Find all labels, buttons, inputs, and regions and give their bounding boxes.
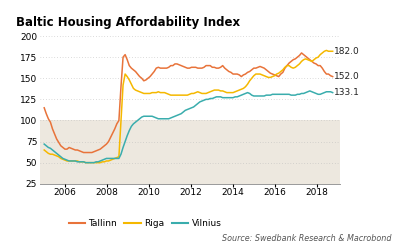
- Text: 133.1: 133.1: [334, 88, 360, 97]
- Text: 152.0: 152.0: [334, 72, 360, 81]
- Text: 182.0: 182.0: [334, 47, 360, 56]
- Bar: [40, 24, 340, 121]
- Text: Baltic Housing Affordability Index: Baltic Housing Affordability Index: [16, 16, 240, 29]
- Legend: Tallinn, Riga, Vilnius: Tallinn, Riga, Vilnius: [65, 216, 225, 232]
- Text: Source: Swedbank Research & Macrobond: Source: Swedbank Research & Macrobond: [222, 233, 392, 243]
